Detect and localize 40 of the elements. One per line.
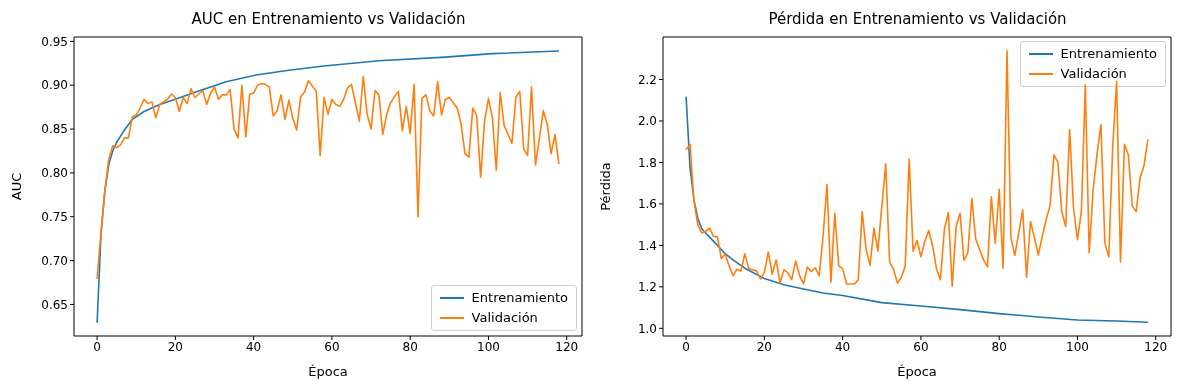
x-tick-label: 100 [1066,339,1089,354]
x-tick-label: 120 [1144,339,1168,354]
y-tick-label: 1.2 [637,280,657,295]
y-tick-label: 0.85 [41,122,68,137]
y-tick-label: 1.0 [637,321,657,336]
y-axis-title: AUC [8,172,24,201]
x-axis-title: Época [308,364,348,379]
chart-title: Pérdida en Entrenamiento vs Validación [767,9,1068,30]
x-tick-label: 80 [991,339,1007,354]
line-series [96,75,560,280]
y-tick-label: 0.70 [41,253,68,268]
x-tick-label: 40 [835,339,851,354]
legend-label: Validación [471,309,538,327]
x-tick-label: 20 [167,339,184,354]
y-tick-label: 0.95 [41,34,68,49]
y-tick-label: 2.0 [637,114,657,129]
x-tick-label: 0 [682,339,690,354]
y-tick-label: 2.2 [637,72,657,87]
x-tick-label: 20 [756,339,773,354]
chart-title: AUC en Entrenamiento vs Validación [190,9,467,30]
y-tick-label: 0.90 [41,78,68,93]
y-tick-label: 0.65 [41,297,68,312]
y-tick-label: 1.8 [637,155,657,170]
y-tick-label: 0.80 [41,166,68,181]
legend-label: Validación [1060,65,1127,83]
x-tick-label: 60 [913,339,929,354]
y-tick-label: 1.6 [637,197,657,212]
x-tick-label: 0 [93,339,101,354]
legend-label: Entrenamiento [471,289,568,307]
y-tick-label: 0.75 [41,210,68,225]
x-tick-label: 100 [477,339,500,354]
x-tick-label: 120 [555,339,579,354]
line-series [685,95,1149,324]
x-tick-label: 40 [246,339,262,354]
y-axis-title: Pérdida [597,162,613,211]
x-axis-title: Época [897,364,937,379]
y-tick-label: 1.4 [637,238,657,253]
x-tick-label: 80 [402,339,418,354]
legend-label: Entrenamiento [1060,45,1157,63]
x-tick-label: 60 [324,339,340,354]
